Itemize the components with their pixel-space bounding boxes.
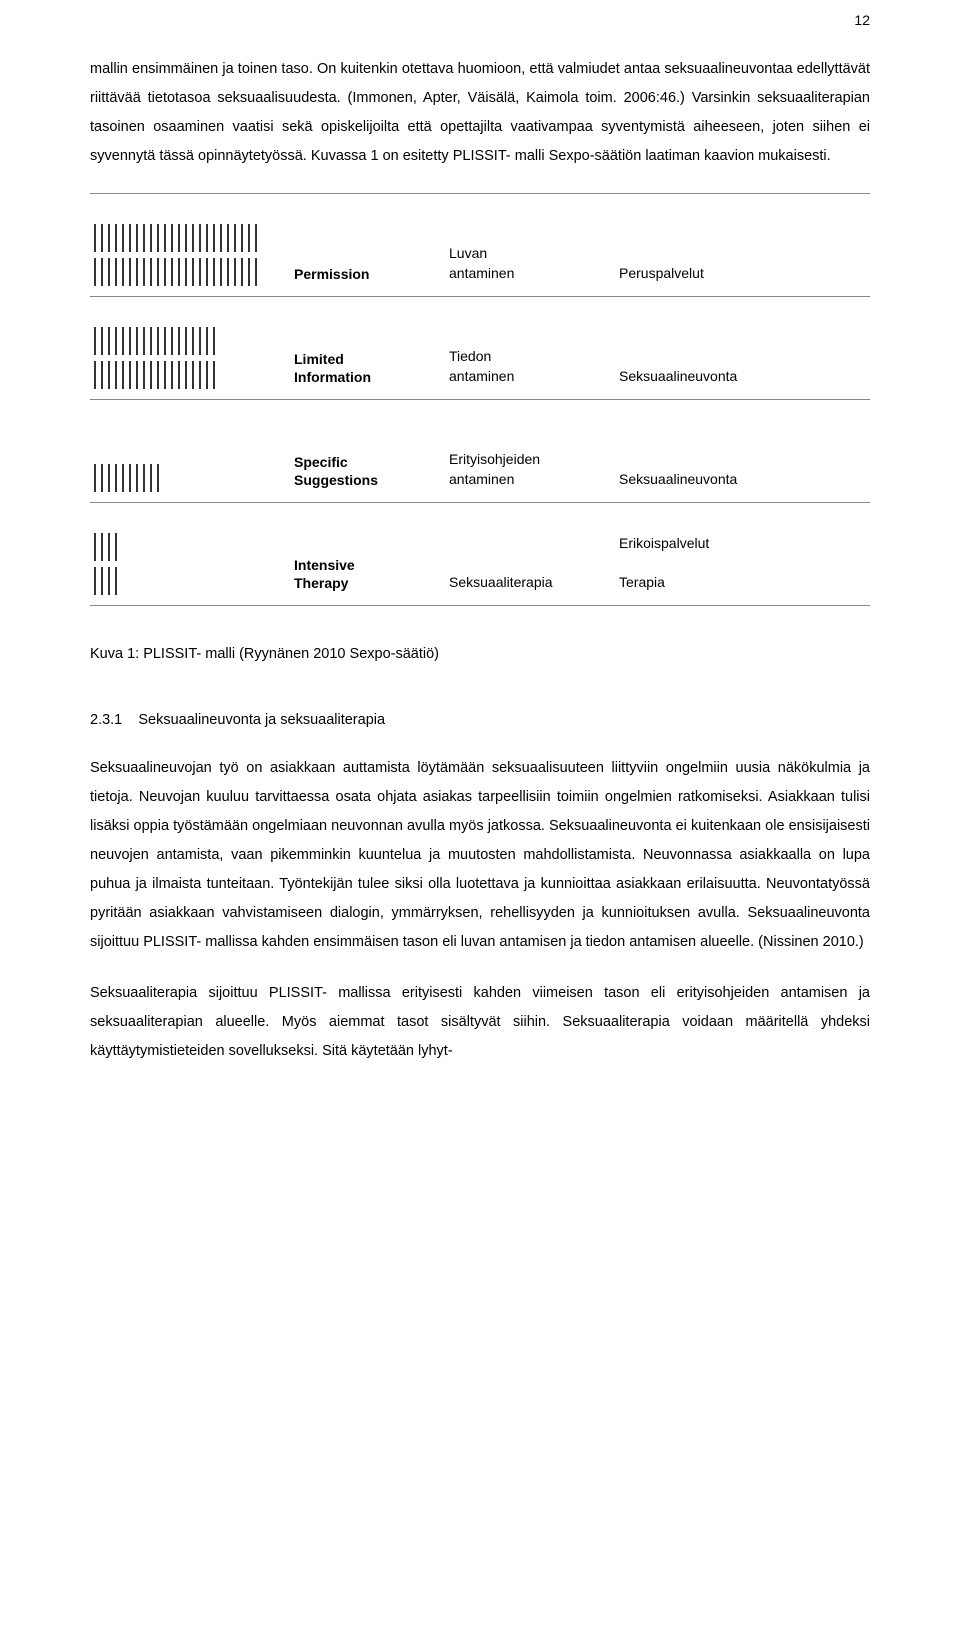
paragraph-2: Seksuaalineuvojan työ on asiakkaan autta… <box>90 754 870 957</box>
bars-group <box>90 224 294 286</box>
plissit-level-en: LimitedInformation <box>294 350 449 388</box>
plissit-level-fi: Tiedonantaminen <box>449 347 619 388</box>
service-level: Seksuaalineuvonta <box>619 469 870 492</box>
page-number: 12 <box>854 12 870 28</box>
diagram-row: LimitedInformationTiedonantaminenSeksuaa… <box>90 297 870 400</box>
section-heading: 2.3.1 Seksuaalineuvonta ja seksuaalitera… <box>90 712 870 728</box>
plissit-level-fi: Luvanantaminen <box>449 244 619 285</box>
heading-number: 2.3.1 <box>90 712 122 728</box>
bars-group <box>90 533 294 595</box>
plissit-level-fi: Erityisohjeidenantaminen <box>449 450 619 491</box>
service-level: Peruspalvelut <box>619 263 870 286</box>
service-level: ErikoispalvelutTerapia <box>619 533 870 595</box>
figure-caption: Kuva 1: PLISSIT- malli (Ryynänen 2010 Se… <box>90 646 870 662</box>
diagram-row: IntensiveTherapySeksuaaliterapiaErikoisp… <box>90 503 870 606</box>
plissit-level-fi: Seksuaaliterapia <box>449 573 619 595</box>
plissit-level-en: IntensiveTherapy <box>294 556 449 594</box>
plissit-diagram: PermissionLuvanantaminenPeruspalvelutLim… <box>90 193 870 606</box>
paragraph-1: mallin ensimmäinen ja toinen taso. On ku… <box>90 55 870 171</box>
plissit-level-en: Permission <box>294 265 449 285</box>
diagram-row: SpecificSuggestionsErityisohjeidenantami… <box>90 400 870 503</box>
diagram-row: PermissionLuvanantaminenPeruspalvelut <box>90 193 870 297</box>
bars-group <box>90 464 294 492</box>
plissit-level-en: SpecificSuggestions <box>294 453 449 491</box>
service-level: Seksuaalineuvonta <box>619 366 870 389</box>
bars-group <box>90 327 294 389</box>
heading-title: Seksuaalineuvonta ja seksuaaliterapia <box>138 712 385 728</box>
paragraph-3: Seksuaaliterapia sijoittuu PLISSIT- mall… <box>90 979 870 1066</box>
